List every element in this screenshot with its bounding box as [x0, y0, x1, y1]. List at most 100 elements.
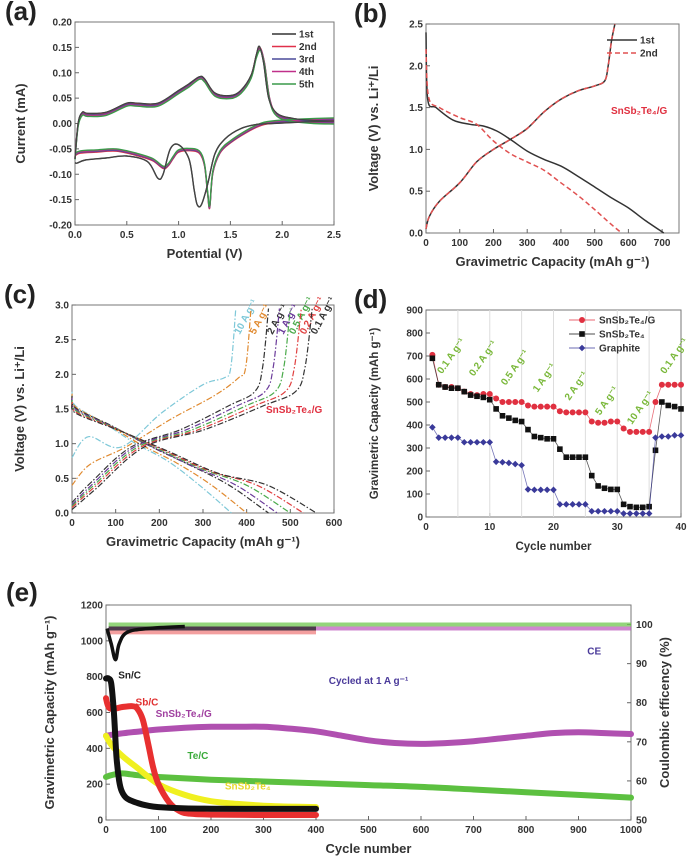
data-point [435, 434, 443, 441]
x-axis-label: Cycle number [326, 841, 412, 856]
discharge-curve [71, 399, 291, 514]
data-point [588, 507, 596, 515]
data-point [588, 418, 595, 425]
x-tick-label: 0 [423, 522, 429, 533]
discharge-curve [71, 393, 248, 514]
plot-frame [425, 23, 680, 234]
capacity-curve [103, 675, 319, 812]
data-point [531, 433, 538, 440]
data-point [499, 413, 506, 419]
data-point [455, 385, 461, 391]
legend: SnSb₂Te₄/G SnSb₂Te₄ Graphite [569, 316, 655, 355]
y-axis-label: Voltage (V) vs. Li⁺/Li [12, 346, 27, 472]
data-point [454, 434, 462, 441]
y-tick-label: 200 [86, 780, 103, 791]
x-axis-label: Potential (V) [167, 246, 243, 261]
y-tick-label: 400 [86, 744, 103, 755]
cv-curve-anodic-2nd [74, 47, 335, 158]
data-point [518, 418, 525, 425]
cv-curve-anodic-3rd [74, 47, 335, 159]
data-point [543, 486, 551, 494]
y-tick-label: 0 [97, 816, 103, 827]
y-tick-label: 600 [406, 375, 423, 386]
legend-marker [578, 344, 586, 352]
y-tick-label: -0.20 [49, 221, 72, 232]
data-point [486, 396, 493, 403]
data-point [531, 403, 538, 410]
data-point [525, 402, 531, 409]
y-tick-label: 0.15 [53, 43, 73, 54]
y-tick-label: 0.00 [53, 119, 73, 130]
charge-curve-2nd [425, 23, 616, 230]
x-tick-label: 700 [654, 238, 671, 249]
charge-curve [71, 308, 291, 507]
data-point [544, 403, 551, 410]
data-point [620, 510, 627, 517]
legend-label: 5th [299, 80, 314, 91]
y-axis-label: Current (mA) [13, 83, 28, 163]
legend-label: SnSb₂Te₄ [599, 330, 645, 341]
x-tick-label: 1.5 [223, 230, 237, 241]
y-tick-label: 700 [406, 352, 423, 363]
y-tick-label: 2.0 [409, 61, 423, 72]
data-point [557, 446, 563, 452]
legend-label: 3rd [299, 55, 315, 66]
y-tick-label: 1.0 [409, 145, 423, 156]
data-point [595, 419, 602, 426]
data-point [493, 395, 500, 402]
series-line [432, 358, 682, 508]
data-point [550, 436, 557, 442]
y-tick-label: 200 [406, 467, 423, 478]
data-point [524, 486, 532, 493]
data-point [627, 503, 633, 510]
data-point [582, 501, 589, 508]
charge-curve [71, 308, 302, 508]
data-point [582, 409, 589, 416]
y-axis-label: Gravimetric Capacity (mAh g⁻¹) [369, 328, 381, 500]
cv-curve-anodic-1st [74, 45, 335, 160]
y-tick-label: 1.5 [409, 103, 423, 114]
charge-curve [71, 308, 280, 506]
legend-label: 4th [299, 67, 314, 78]
data-point [499, 399, 506, 405]
panel-d: (d)0 10 20 30 400100200300400500600700800900… [354, 284, 691, 553]
annotation: Sb/C [136, 697, 159, 708]
y-tick-label: 400 [406, 421, 423, 432]
y-tick-label: 800 [406, 329, 423, 340]
cv-curve-cathodic-5th [74, 117, 335, 208]
data-point [569, 501, 576, 508]
y-tick-label: 0.0 [409, 229, 423, 240]
x-tick-label: 400 [308, 825, 325, 836]
legend-label: 2nd [640, 49, 658, 60]
data-point [429, 424, 436, 431]
data-point [512, 417, 519, 424]
x-tick-label: 2.5 [327, 230, 341, 241]
data-point [461, 388, 468, 395]
y2-tick-label: 90 [636, 659, 648, 670]
annotation: Sn/C [118, 670, 141, 681]
data-point [486, 390, 493, 397]
data-point [493, 406, 499, 412]
y-tick-label: 300 [406, 444, 423, 455]
data-point [518, 461, 525, 469]
x-tick-label: 200 [485, 238, 502, 249]
charge-curve [71, 308, 252, 486]
y-tick-label: 1.0 [55, 439, 69, 450]
data-point [658, 433, 666, 440]
data-point [614, 418, 621, 425]
data-point [633, 504, 640, 511]
data-point [448, 434, 455, 441]
y2-tick-label: 70 [636, 737, 648, 748]
data-point [442, 384, 448, 390]
discharge-curve [71, 391, 232, 514]
y2-tick-label: 60 [636, 776, 648, 787]
data-point [652, 399, 659, 405]
data-point [460, 438, 468, 446]
y2-tick-label: 80 [636, 698, 648, 709]
data-point [613, 507, 621, 515]
data-point [563, 409, 570, 416]
ce-dip-sn-c [105, 624, 185, 662]
data-point [633, 428, 640, 435]
x-tick-label: 200 [203, 825, 220, 836]
